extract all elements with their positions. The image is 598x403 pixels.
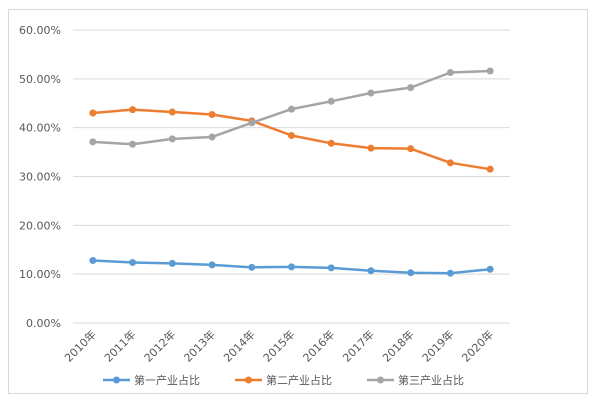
data-point-series-2 xyxy=(327,139,335,147)
data-point-series-1 xyxy=(208,261,216,269)
x-axis-tick-labels: 2010年 2011年 2012年 2013年 2014年 2015年 2016年 2017年… xyxy=(62,327,497,364)
y-tick-label: 20.00% xyxy=(19,219,61,232)
data-point-series-3 xyxy=(288,105,295,113)
legend-label: 第三产业占比 xyxy=(398,373,464,387)
data-point-series-3 xyxy=(208,133,216,141)
x-tick-label: 2013年 xyxy=(181,327,218,364)
y-tick-label: 60.00% xyxy=(19,24,61,37)
data-point-series-1 xyxy=(446,269,454,277)
data-point-series-1 xyxy=(327,264,335,272)
data-point-series-3 xyxy=(168,135,176,143)
data-point-series-2 xyxy=(129,106,137,114)
data-point-series-3 xyxy=(446,68,454,76)
data-point-series-2 xyxy=(89,109,97,117)
data-point-series-3 xyxy=(129,140,137,148)
x-tick-label: 2015年 xyxy=(260,327,297,364)
x-tick-label: 2012年 xyxy=(141,327,178,364)
data-point-series-2 xyxy=(367,144,375,152)
legend-marker xyxy=(245,376,252,384)
data-point-series-2 xyxy=(288,131,295,139)
x-tick-label: 2016年 xyxy=(300,327,337,364)
data-point-series-1 xyxy=(486,265,494,273)
x-tick-label: 2014年 xyxy=(220,327,257,364)
y-axis-tick-labels: 0.00% 10.00% 20.00% 30.00% 40.00% 50.00% 60.00… xyxy=(19,24,61,330)
data-point-series-3 xyxy=(89,138,97,146)
y-tick-label: 50.00% xyxy=(19,73,61,86)
series-line-2 xyxy=(92,108,491,171)
data-point-series-3 xyxy=(407,84,415,92)
x-tick-label: 2018年 xyxy=(379,327,416,364)
legend-label: 第一产业占比 xyxy=(134,373,200,387)
legend-marker xyxy=(377,376,384,384)
data-point-series-3 xyxy=(367,89,375,97)
legend-label: 第二产业占比 xyxy=(266,373,332,387)
legend-marker xyxy=(113,376,120,384)
legend: 第一产业占比 第二产业占比 第三产业占比 xyxy=(103,373,464,387)
y-tick-label: 30.00% xyxy=(19,171,61,184)
data-point-series-1 xyxy=(129,258,137,266)
x-tick-label: 2020年 xyxy=(459,327,496,364)
data-point-series-1 xyxy=(367,267,375,275)
data-point-series-3 xyxy=(327,97,335,105)
data-point-series-2 xyxy=(486,165,494,173)
data-point-series-3 xyxy=(248,119,256,127)
data-point-series-1 xyxy=(248,263,256,271)
data-point-series-2 xyxy=(407,145,415,153)
x-tick-label: 2019年 xyxy=(419,327,456,364)
y-tick-label: 0.00% xyxy=(26,317,61,330)
y-tick-label: 10.00% xyxy=(19,268,61,281)
data-point-series-3 xyxy=(486,67,494,75)
data-point-series-2 xyxy=(208,110,216,118)
data-point-series-1 xyxy=(288,263,295,271)
y-tick-label: 40.00% xyxy=(19,122,61,135)
data-point-series-2 xyxy=(446,159,454,167)
data-point-series-1 xyxy=(89,256,97,264)
data-point-series-1 xyxy=(407,269,415,277)
series-lines xyxy=(89,67,494,277)
data-point-series-1 xyxy=(168,259,176,267)
x-tick-label: 2011年 xyxy=(101,327,138,364)
x-tick-label: 2010年 xyxy=(62,327,99,364)
x-tick-label: 2017年 xyxy=(340,327,377,364)
data-point-series-2 xyxy=(168,108,176,116)
